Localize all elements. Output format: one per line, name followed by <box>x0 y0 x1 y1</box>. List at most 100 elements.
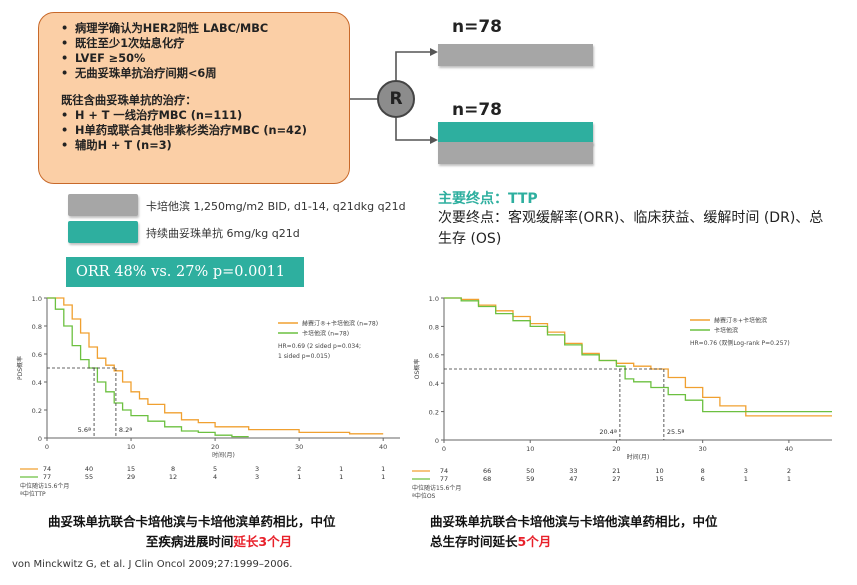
criteria-item: 无曲妥珠单抗治疗间期<6周 <box>61 66 341 81</box>
randomization-connectors <box>350 48 438 144</box>
footnote: ª中位OS <box>412 492 436 500</box>
risk-table-value: 77 <box>440 475 448 483</box>
eligibility-criteria-box: 病理学确认为HER2阳性 LABC/MBC 既往至少1次姑息化疗 LVEF ≥5… <box>38 12 350 184</box>
risk-table-value: 15 <box>127 465 135 473</box>
risk-table-value: 68 <box>483 475 491 483</box>
risk-table-value: 3 <box>255 473 259 481</box>
legend-label: 卡培他滨 <box>714 327 738 335</box>
arm2-capecitabine-bar <box>438 142 593 164</box>
orr-banner: ORR 48% vs. 27% p=0.0011 <box>66 257 304 287</box>
capecitabine-legend-swatch <box>68 194 138 216</box>
y-axis-label: OS概率 <box>413 359 421 380</box>
risk-table-value: 55 <box>85 473 93 481</box>
trastuzumab-legend-label: 持续曲妥珠单抗 6mg/kg q21d <box>146 227 300 240</box>
risk-table-value: 15 <box>655 475 663 483</box>
y-tick-label: 0.2 <box>32 407 42 415</box>
combo-survival-curve <box>47 297 384 435</box>
legend-label: 赫赛汀®+卡培他滨 (n=78) <box>302 320 378 328</box>
os-caption-line2: 总生存时间延长5个月 <box>430 532 718 552</box>
x-tick-label: 40 <box>785 445 793 453</box>
risk-table-value: 21 <box>612 467 620 475</box>
risk-table-value: 1 <box>339 473 343 481</box>
ttp-caption: 曲妥珠单抗联合卡培他滨与卡培他滨单药相比，中位 至疾病进展时间延长3个月 <box>34 512 404 552</box>
y-tick-label: 0.2 <box>429 409 439 417</box>
legend-label: 卡培他滨 (n=78) <box>302 330 349 338</box>
hazard-ratio-note: HR=0.76 (双侧Log-rank P=0.257) <box>690 339 790 347</box>
capecitabine-legend-label: 卡培他滨 1,250mg/m2 BID, d1-14, q21dkg q21d <box>146 200 406 213</box>
risk-table-value: 47 <box>569 475 577 483</box>
risk-table-value: 77 <box>43 473 51 481</box>
risk-table-value: 6 <box>701 475 705 483</box>
y-tick-label: 0.4 <box>429 380 439 388</box>
risk-table-value: 1 <box>381 473 385 481</box>
risk-table-value: 5 <box>213 465 217 473</box>
prior-therapy-item: H + T 一线治疗MBC (n=111) <box>61 108 341 123</box>
y-tick-label: 0.8 <box>32 323 42 331</box>
risk-table-value: 59 <box>526 475 534 483</box>
x-tick-label: 10 <box>526 445 534 453</box>
os-caption-highlight: 5个月 <box>517 534 552 549</box>
risk-table-value: 40 <box>85 465 93 473</box>
risk-table-value: 66 <box>483 467 491 475</box>
x-tick-label: 30 <box>295 443 303 451</box>
secondary-endpoint: 次要终点：客观缓解率(ORR)、临床获益、缓解时间 (DR)、总生存 (OS) <box>438 210 824 247</box>
primary-endpoint: 主要终点：TTP <box>438 191 538 207</box>
prior-therapy-title: 既往含曲妥珠单抗的治疗： <box>61 94 197 107</box>
footnote: 中位随访15.6个月 <box>412 484 461 492</box>
x-tick-label: 10 <box>127 443 135 451</box>
risk-table-value: 3 <box>255 465 259 473</box>
criteria-item: 既往至少1次姑息化疗 <box>61 36 341 51</box>
x-tick-label: 40 <box>379 443 387 451</box>
risk-table-value: 10 <box>655 467 663 475</box>
prior-therapy-list: H + T 一线治疗MBC (n=111) H单药或联合其他非紫杉类治疗MBC … <box>61 108 341 153</box>
randomization-node: R <box>377 80 415 118</box>
y-tick-label: 0.6 <box>429 352 439 360</box>
arm2-trastuzumab-bar <box>438 122 593 144</box>
risk-table-value: 1 <box>381 465 385 473</box>
y-tick-label: 0 <box>435 437 439 445</box>
legend-label: 赫赛汀®+卡培他滨 <box>714 317 767 325</box>
risk-table-value: 50 <box>526 467 534 475</box>
y-tick-label: 1.0 <box>429 295 439 303</box>
y-tick-label: 0.6 <box>32 351 42 359</box>
risk-table-value: 1 <box>744 475 748 483</box>
risk-table-value: 74 <box>43 465 51 473</box>
criteria-list: 病理学确认为HER2阳性 LABC/MBC 既往至少1次姑息化疗 LVEF ≥5… <box>61 21 341 81</box>
ttp-caption-line1: 曲妥珠单抗联合卡培他滨与卡培他滨单药相比，中位 <box>48 514 336 529</box>
risk-table-value: 8 <box>701 467 705 475</box>
arm2-n-label: n=78 <box>452 100 503 120</box>
risk-table-value: 1 <box>297 473 301 481</box>
risk-table-value: 29 <box>127 473 135 481</box>
capecitabine-survival-curve <box>444 297 832 413</box>
x-tick-label: 20 <box>211 443 219 451</box>
x-axis-label: 时间(月) <box>627 453 650 461</box>
ttp-caption-line2: 至疾病进展时间延长3个月 <box>34 532 404 552</box>
risk-table-value: 3 <box>744 467 748 475</box>
combo-survival-curve <box>444 297 832 417</box>
ttp-caption-text: 至疾病进展时间 <box>145 534 234 549</box>
criteria-item: LVEF ≥50% <box>61 51 341 66</box>
y-tick-label: 0.8 <box>429 323 439 331</box>
ttp-km-chart: 0 0.2 0.4 0.6 0.8 1.0 0 10 20 30 40 时间(月) PDS概率 5.6ª 8… <box>16 295 400 498</box>
risk-table-value: 4 <box>213 473 217 481</box>
risk-table-value: 2 <box>787 467 791 475</box>
x-tick-label: 0 <box>442 445 446 453</box>
risk-table-value: 1 <box>787 475 791 483</box>
x-tick-label: 0 <box>45 443 49 451</box>
y-axis-label: PDS概率 <box>16 356 24 380</box>
prior-therapy-item: H单药或联合其他非紫杉类治疗MBC (n=42) <box>61 123 341 138</box>
ttp-caption-highlight: 延长3个月 <box>233 534 293 549</box>
risk-table-value: 2 <box>297 465 301 473</box>
risk-table-value: 8 <box>171 465 175 473</box>
median-label: 20.4ª <box>599 428 617 436</box>
capecitabine-survival-curve <box>47 297 249 438</box>
y-tick-label: 0 <box>38 435 42 443</box>
trastuzumab-legend-swatch <box>68 221 138 243</box>
x-axis-label: 时间(月) <box>212 451 235 459</box>
footnote: ª中位TTP <box>20 490 46 498</box>
risk-table-value: 33 <box>569 467 577 475</box>
os-km-chart: 0 0.2 0.4 0.6 0.8 1.0 0 10 20 30 40 时间(月) OS概率 20.4ª 2… <box>412 295 832 500</box>
x-tick-label: 20 <box>612 445 620 453</box>
os-caption-text: 总生存时间延长 <box>430 534 518 549</box>
prior-therapy-item: 辅助H + T (n=3) <box>61 138 341 153</box>
